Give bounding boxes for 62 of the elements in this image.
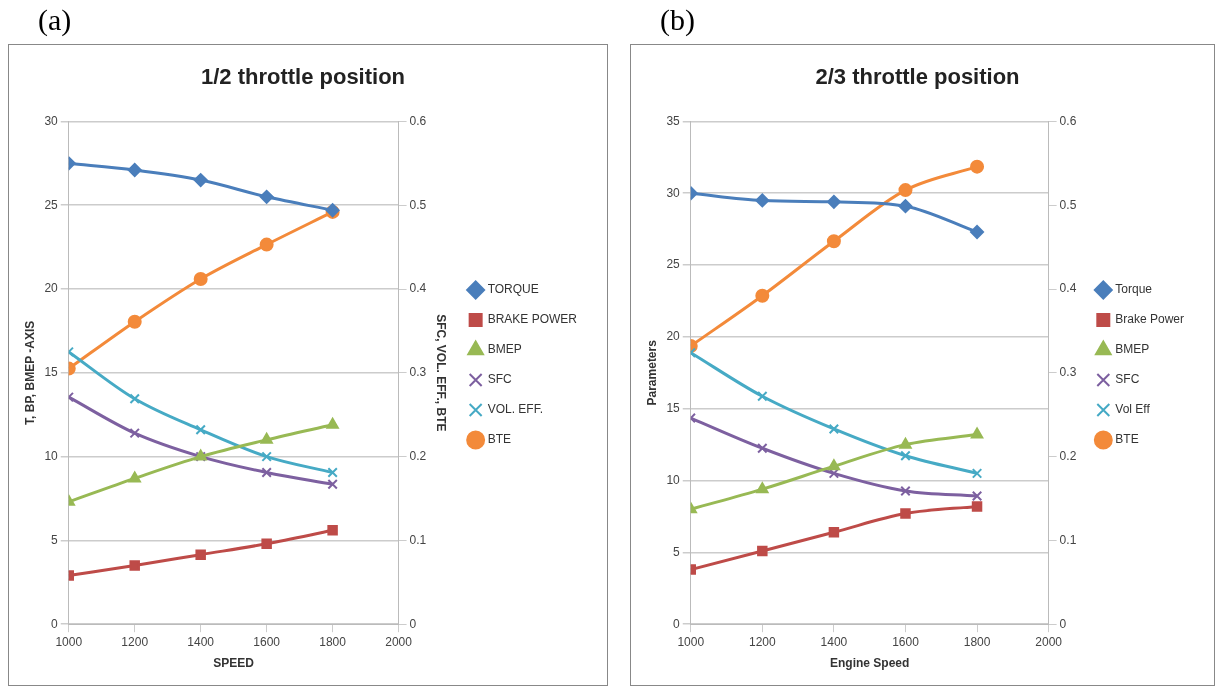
- y-tick-label: 25: [44, 197, 59, 212]
- x-tick-label: 1000: [677, 634, 705, 649]
- y-tick-label: 25: [666, 257, 681, 272]
- x-tick-label: 1800: [963, 634, 991, 649]
- x-tick-label: 1600: [253, 634, 281, 649]
- y2-tick-label: 0.3: [409, 365, 427, 380]
- y-tick-label: 20: [666, 329, 681, 344]
- y2-tick-label: 0.5: [409, 197, 427, 212]
- y2-tick-label: 0.5: [1059, 197, 1077, 212]
- y-tick-label: 5: [51, 532, 59, 547]
- legend-label: Torque: [1115, 282, 1153, 297]
- x-tick-label: 2000: [385, 634, 413, 649]
- y2-tick-label: 0.1: [1059, 532, 1077, 547]
- x-tick-label: 1000: [55, 634, 83, 649]
- y2-tick-label: 0.4: [1059, 281, 1077, 296]
- x-axis-title: Engine Speed: [830, 656, 910, 671]
- legend-label: BMEP: [487, 342, 522, 357]
- y2-tick-label: 0.6: [1059, 113, 1077, 128]
- legend-label: SFC: [1115, 372, 1140, 387]
- y2-tick-label: 0: [1059, 616, 1067, 631]
- y-tick-label: 10: [44, 448, 59, 463]
- chart-title: 1/2 throttle position: [200, 64, 406, 90]
- chart-title: 2/3 throttle position: [815, 64, 1020, 90]
- legend-label: TORQUE: [487, 282, 539, 297]
- legend-label: Vol Eff: [1115, 402, 1151, 417]
- y2-tick-label: 0.2: [1059, 448, 1077, 463]
- y2-tick-label: 0.6: [409, 113, 427, 128]
- y2-tick-label: 0.2: [409, 448, 427, 463]
- x-tick-label: 1800: [319, 634, 347, 649]
- y-tick-label: 30: [666, 185, 681, 200]
- y-tick-label: 0: [51, 616, 59, 631]
- legend-label: SFC: [487, 372, 512, 387]
- text: (a): [38, 3, 72, 36]
- y-tick-label: 10: [666, 472, 681, 487]
- y-tick-label: 0: [673, 616, 681, 631]
- legend-label: VOL. EFF.: [487, 402, 544, 417]
- legend-label: BTE: [487, 432, 511, 447]
- y-axis-title: Parameters: [644, 339, 659, 406]
- y-axis-title: T, BP, BMEP -AXIS: [22, 320, 37, 425]
- y-tick-label: 30: [44, 113, 59, 128]
- legend-label: BRAKE POWER: [487, 312, 578, 327]
- x-axis-title: SPEED: [213, 656, 255, 671]
- y-tick-label: 15: [44, 365, 59, 380]
- x-tick-label: 1400: [187, 634, 215, 649]
- text: (b): [660, 3, 695, 36]
- y2-axis-title: SFC, VOL. EFF., BTE: [434, 314, 449, 432]
- legend-label: Brake Power: [1115, 312, 1185, 327]
- y-tick-label: 5: [673, 544, 681, 559]
- x-tick-label: 1400: [820, 634, 848, 649]
- y2-tick-label: 0.4: [409, 281, 427, 296]
- legend-label: BMEP: [1115, 342, 1150, 357]
- x-tick-label: 1200: [121, 634, 149, 649]
- x-tick-label: 1200: [748, 634, 776, 649]
- y2-tick-label: 0.3: [1059, 365, 1077, 380]
- y2-tick-label: 0: [409, 616, 417, 631]
- y-tick-label: 15: [666, 401, 681, 416]
- x-tick-label: 2000: [1035, 634, 1063, 649]
- y-tick-label: 35: [666, 113, 681, 128]
- y-tick-label: 20: [44, 281, 59, 296]
- y2-tick-label: 0.1: [409, 532, 427, 547]
- legend-label: BTE: [1115, 432, 1139, 447]
- x-tick-label: 1600: [892, 634, 920, 649]
